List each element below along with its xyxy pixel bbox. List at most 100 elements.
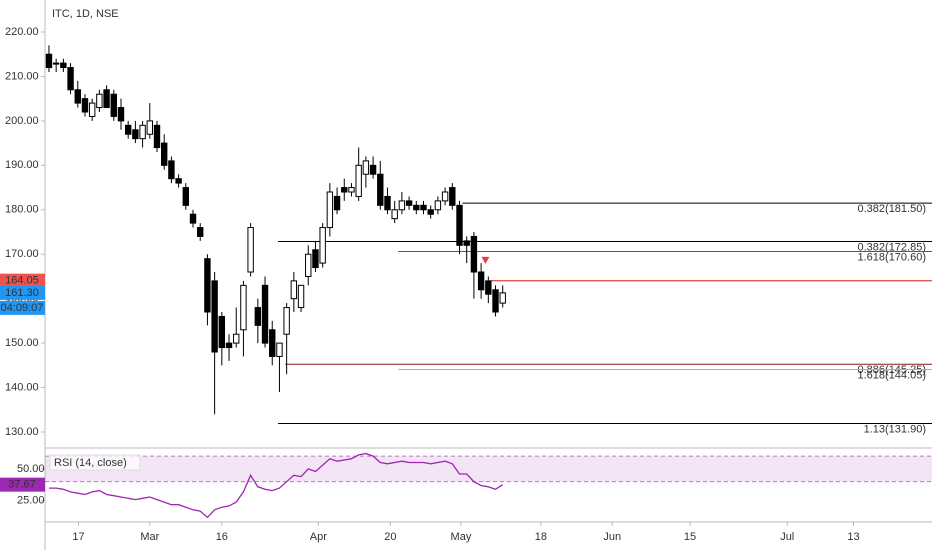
candle-body — [290, 280, 298, 300]
candle-body — [189, 213, 197, 224]
candle-body — [211, 280, 218, 353]
candle-body — [132, 129, 139, 140]
x-tick-label: Mar — [140, 531, 159, 543]
candle-body — [377, 173, 384, 206]
candle-body — [197, 227, 204, 237]
x-tick-label: Apr — [310, 531, 327, 543]
candle-body — [441, 191, 449, 202]
price-badge-label: 161.30 — [5, 287, 39, 299]
candle-body — [146, 120, 153, 135]
x-tick-label: May — [451, 531, 472, 543]
candle-body — [463, 240, 470, 246]
candle-body — [225, 342, 233, 349]
candle-body — [456, 204, 463, 246]
candle-body — [434, 200, 442, 211]
y-tick-label: 210.00 — [5, 70, 39, 82]
level-label: 0.382(181.50) — [858, 203, 927, 215]
candle-body — [269, 329, 276, 357]
rsi-badge — [0, 477, 45, 492]
level-label: 1.13(131.90) — [864, 423, 926, 435]
candle-body — [103, 89, 110, 109]
chart-title: ITC, 1D, NSE — [52, 8, 119, 20]
candle-body — [492, 289, 499, 313]
candle-body — [233, 333, 240, 344]
candle-body — [297, 284, 305, 309]
candle-body — [254, 307, 262, 326]
candle-body — [110, 93, 117, 117]
candle-body — [333, 195, 341, 211]
y-tick-label: 140.00 — [5, 381, 39, 393]
x-tick-label: Jul — [780, 531, 794, 543]
candle-body — [369, 164, 377, 175]
y-tick-label: 150.00 — [5, 337, 39, 349]
candle-body — [427, 209, 434, 215]
candle-body — [305, 253, 312, 277]
x-tick-label: 13 — [847, 531, 859, 543]
candle-body — [139, 124, 146, 140]
level-label: 0.886(145.25) — [858, 364, 927, 376]
level-label: 1.618(144.05) — [858, 369, 927, 381]
candle-body — [391, 209, 398, 220]
candle-body — [261, 284, 269, 344]
price-badge — [0, 273, 45, 288]
candle-body — [74, 89, 81, 104]
x-tick-label: 18 — [535, 531, 547, 543]
y-tick-label: 180.00 — [5, 204, 39, 216]
candle-body — [240, 284, 247, 331]
y-tick-label: 130.00 — [5, 426, 39, 438]
candle-body — [499, 292, 506, 304]
price-badge-label: 164.05 — [5, 275, 39, 287]
candle-body — [319, 227, 326, 264]
countdown-label: 04:09:07 — [1, 302, 44, 314]
candle-body — [247, 227, 254, 273]
rsi-line — [49, 452, 504, 519]
candle-body — [88, 102, 96, 117]
y-tick-label: 220.00 — [5, 26, 39, 38]
candle-body — [67, 67, 74, 91]
candle-body — [405, 200, 413, 206]
candle-body — [218, 315, 226, 349]
candle-body — [45, 53, 53, 69]
rsi-band — [45, 456, 932, 482]
candle-body — [398, 200, 406, 211]
candle-body — [341, 187, 348, 193]
x-tick-label: 16 — [216, 531, 228, 543]
candle-body — [413, 204, 420, 211]
candle-body — [175, 178, 182, 184]
level-label: 0.382(172.85) — [858, 241, 927, 253]
x-tick-label: 15 — [684, 531, 696, 543]
candle-body — [384, 195, 391, 211]
x-tick-label: 17 — [72, 531, 84, 543]
candle-body — [348, 187, 355, 193]
candle-body — [161, 142, 168, 166]
candle-body — [153, 124, 161, 149]
candle-body — [355, 164, 362, 197]
rsi-badge-label: 37.67 — [8, 479, 36, 491]
candle-body — [449, 187, 456, 206]
candle-body — [420, 204, 427, 211]
signal-marker — [481, 256, 490, 264]
candle-body — [312, 249, 319, 269]
candle-body — [485, 280, 492, 295]
countdown-badge — [0, 300, 45, 315]
y-tick-label: 200.00 — [5, 115, 39, 127]
candle-body — [276, 342, 283, 357]
candle-body — [326, 191, 334, 229]
x-tick-label: Jun — [603, 531, 621, 543]
level-label: 1.618(170.60) — [858, 251, 927, 263]
candle-body — [283, 307, 290, 335]
candle-body — [362, 160, 370, 175]
candle-body — [477, 271, 485, 291]
rsi-y-tick-label: 50.00 — [17, 463, 45, 475]
y-tick-label: 170.00 — [5, 248, 39, 260]
candle-body — [117, 107, 125, 122]
rsi-y-tick-label: 25.00 — [17, 495, 45, 507]
rsi-title-box — [49, 454, 141, 471]
candle-body — [204, 258, 211, 313]
price-badge — [0, 285, 45, 300]
candle-body — [168, 160, 175, 180]
candle-body — [182, 187, 190, 206]
candle-body — [124, 124, 132, 135]
y-tick-label: 190.00 — [5, 159, 39, 171]
